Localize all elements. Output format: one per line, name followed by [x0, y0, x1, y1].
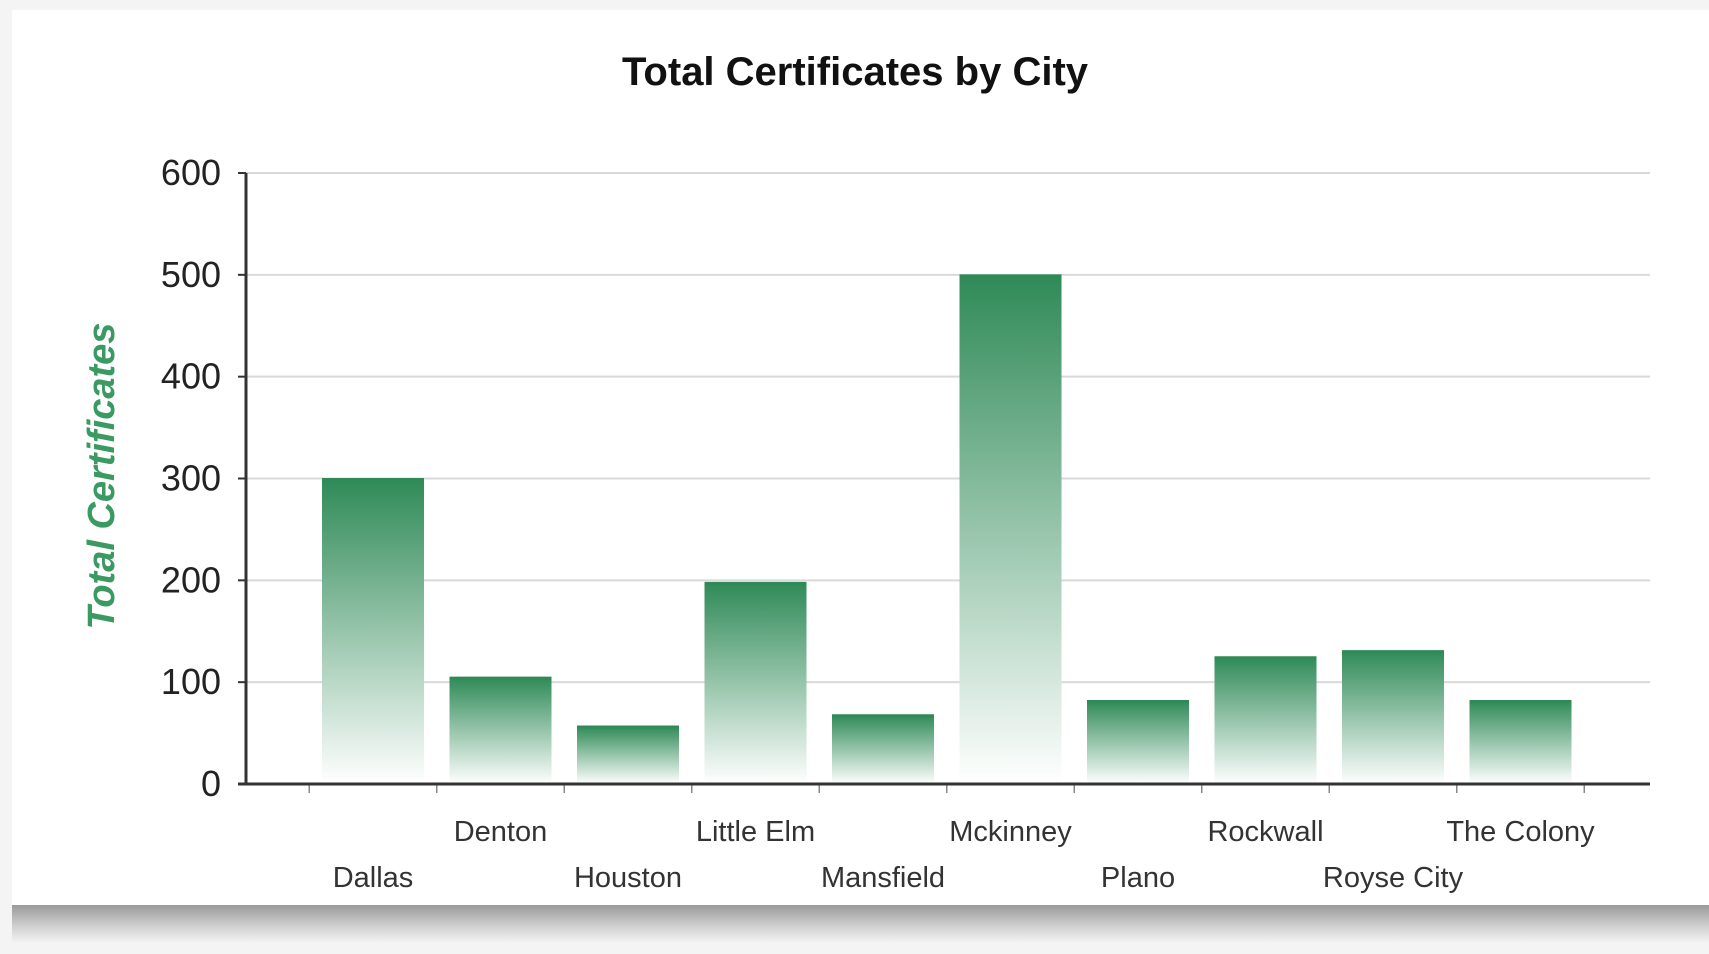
- y-tick-label: 0: [201, 763, 221, 804]
- bar-little-elm: [705, 582, 807, 784]
- x-tick-label: The Colony: [1446, 816, 1595, 848]
- y-axis-label: Total Certificates: [81, 323, 123, 630]
- bar-the-colony: [1470, 700, 1572, 784]
- chart-title: Total Certificates by City: [622, 50, 1089, 94]
- bar-plano: [1087, 700, 1189, 784]
- x-tick-label: Mckinney: [949, 816, 1072, 848]
- bar-mckinney: [960, 275, 1062, 784]
- bar-rockwall: [1215, 657, 1317, 784]
- y-tick-label: 300: [161, 458, 221, 499]
- bars: [322, 275, 1572, 784]
- bar-dallas: [322, 479, 424, 785]
- x-tick-label: Royse City: [1323, 862, 1464, 894]
- y-tick-label: 500: [161, 254, 221, 295]
- x-tick-label: Rockwall: [1207, 816, 1323, 848]
- bar-mansfield: [832, 715, 934, 784]
- y-tick-label: 600: [161, 152, 221, 193]
- x-tick-label: Plano: [1101, 862, 1175, 894]
- gridlines: [246, 173, 1650, 682]
- x-tick-label: Denton: [454, 816, 548, 848]
- y-tick-label: 100: [161, 661, 221, 702]
- x-tick-label: Little Elm: [696, 816, 815, 848]
- bar-denton: [450, 677, 552, 784]
- bar-royse-city: [1342, 651, 1444, 784]
- x-tick-label: Dallas: [333, 862, 414, 894]
- y-tick-label: 200: [161, 559, 221, 600]
- y-tick-label: 400: [161, 356, 221, 397]
- bar-houston: [577, 726, 679, 784]
- x-tick-label: Houston: [574, 862, 682, 894]
- x-tick-label: Mansfield: [821, 862, 945, 894]
